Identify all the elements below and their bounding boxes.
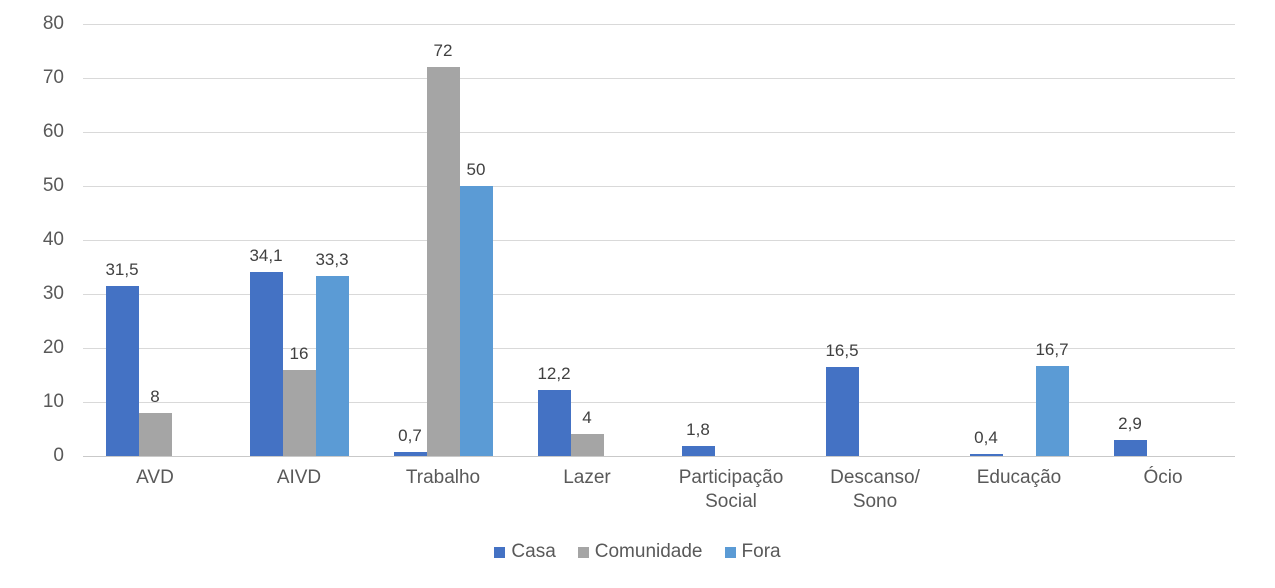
bar-casa-2 <box>393 452 427 456</box>
bar-casa-0 <box>105 285 139 456</box>
legend-swatch-icon <box>724 546 736 558</box>
data-label: 8 <box>150 386 160 406</box>
y-gridline <box>83 347 1235 349</box>
data-label: 16,7 <box>1035 339 1069 359</box>
legend-swatch-icon <box>494 546 506 558</box>
x-axis-category-label: Participação Social <box>678 467 784 512</box>
y-axis-tick-label: 70 <box>42 67 64 88</box>
legend-item-fora: Fora <box>724 541 781 563</box>
bar-casa-6 <box>969 453 1003 456</box>
data-label: 2,9 <box>1118 414 1142 434</box>
legend-item-casa: Casa <box>494 541 556 563</box>
y-gridline <box>83 23 1235 25</box>
x-axis-line <box>83 455 1235 457</box>
legend-item-comunidade: Comunidade <box>577 541 703 563</box>
legend: Casa Comunidade Fora <box>0 541 1275 563</box>
y-axis-tick-label: 0 <box>53 445 64 466</box>
data-label: 16 <box>289 343 309 363</box>
data-label: 34,1 <box>249 245 283 265</box>
x-axis-category-label: Educação <box>976 467 1062 488</box>
y-axis-tick-label: 20 <box>42 337 64 358</box>
data-label: 1,8 <box>686 420 710 440</box>
bar-comunidade-0 <box>138 412 172 456</box>
y-gridline <box>83 239 1235 241</box>
x-axis-category-label: Lazer <box>563 467 611 488</box>
y-axis-tick-label: 40 <box>42 229 64 250</box>
x-axis-category-label: Ócio <box>1143 467 1183 488</box>
bar-comunidade-3 <box>570 434 604 456</box>
legend-label: Comunidade <box>594 541 703 562</box>
data-label: 0,7 <box>398 426 422 446</box>
data-label: 50 <box>466 160 486 179</box>
bar-comunidade-1 <box>282 369 316 456</box>
x-axis-category-label: AVD <box>136 467 174 488</box>
data-label: 31,5 <box>105 259 139 279</box>
data-label: 12,2 <box>537 364 571 384</box>
y-gridline <box>83 131 1235 133</box>
bar-casa-1 <box>249 271 283 456</box>
bar-fora-6 <box>1035 365 1069 456</box>
y-axis-tick-label: 80 <box>42 13 64 34</box>
legend-label: Casa <box>511 541 556 562</box>
bar-casa-4 <box>681 446 715 456</box>
x-axis-category-label: AIVD <box>276 467 322 488</box>
bar-casa-5 <box>825 366 859 456</box>
y-axis-tick-label: 10 <box>42 391 64 412</box>
bar-fora-1 <box>315 276 349 456</box>
data-label: 72 <box>433 41 453 61</box>
y-gridline <box>83 185 1235 187</box>
legend-swatch-icon <box>577 546 589 558</box>
bar-casa-7 <box>1113 440 1147 456</box>
y-gridline <box>83 77 1235 79</box>
bar-fora-2 <box>459 186 493 456</box>
legend-label: Fora <box>741 541 781 562</box>
y-gridline <box>83 293 1235 295</box>
y-gridline <box>83 401 1235 403</box>
data-label: 33,3 <box>315 250 349 270</box>
bar-comunidade-2 <box>426 67 460 456</box>
bar-casa-3 <box>537 390 571 456</box>
y-axis-tick-label: 60 <box>42 121 64 142</box>
data-label: 4 <box>582 408 592 428</box>
x-axis-category-label: Trabalho <box>405 467 481 488</box>
data-label: 0,4 <box>974 427 998 447</box>
y-axis-tick-label: 50 <box>42 175 64 196</box>
x-axis-category-label: Descanso/ Sono <box>830 467 920 512</box>
data-label: 16,5 <box>825 340 859 360</box>
y-axis-tick-label: 30 <box>42 283 64 304</box>
